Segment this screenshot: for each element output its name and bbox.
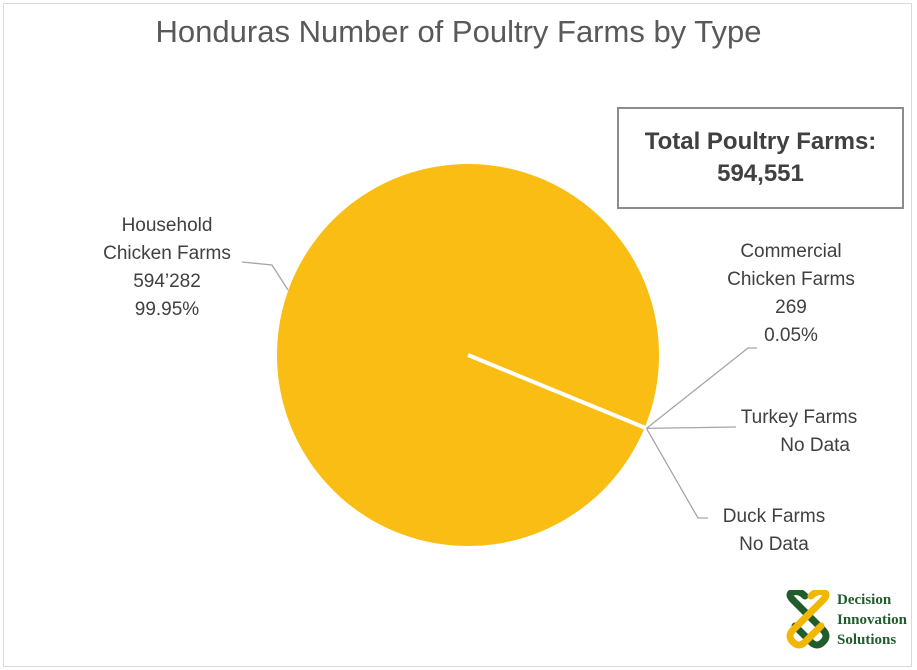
leader-household: [241, 261, 289, 291]
chart-title: Honduras Number of Poultry Farms by Type: [155, 14, 762, 49]
label-commercial: Commercial Chicken Farms 269 0.05%: [709, 238, 873, 350]
company-logo: Decision Innovation Solutions: [783, 590, 917, 652]
label-commercial-percent: 0.05%: [764, 325, 818, 346]
label-commercial-name1: Commercial: [740, 241, 842, 262]
logo-knot-icon: [786, 590, 830, 649]
logo-text: Decision Innovation Solutions: [837, 590, 907, 650]
label-commercial-name2: Chicken Farms: [727, 269, 855, 290]
leader-turkey: [646, 426, 737, 430]
label-turkey-value: No Data: [780, 435, 850, 456]
label-household-percent: 99.95%: [134, 299, 200, 320]
label-turkey: Turkey Farms No Data: [736, 404, 862, 460]
leader-lines: [241, 261, 757, 519]
total-farms-box: Total Poultry Farms: 594,551: [617, 107, 904, 209]
leader-commercial: [646, 347, 757, 429]
leader-duck: [645, 428, 708, 519]
label-household-name2: Chicken Farms: [103, 243, 231, 264]
slice-separator: [467, 353, 646, 430]
pie-slices: [276, 164, 659, 547]
label-commercial-value: 269: [775, 297, 807, 318]
label-household-name1: Household: [121, 215, 213, 236]
logo-line2: Innovation: [837, 612, 908, 628]
label-household-value: 594’282: [133, 271, 201, 292]
label-household: Household Chicken Farms 594’282 99.95%: [86, 212, 248, 324]
pie-slice-0: [276, 164, 659, 547]
total-farms-value: 594,551: [717, 160, 804, 187]
logo-line3: Solutions: [837, 632, 897, 648]
label-duck-name: Duck Farms: [722, 506, 826, 527]
logo-line1: Decision: [837, 592, 892, 608]
label-duck: Duck Farms No Data: [708, 503, 840, 559]
total-farms-label: Total Poultry Farms:: [644, 127, 877, 155]
label-duck-value: No Data: [739, 534, 809, 555]
label-turkey-name: Turkey Farms: [740, 407, 858, 428]
